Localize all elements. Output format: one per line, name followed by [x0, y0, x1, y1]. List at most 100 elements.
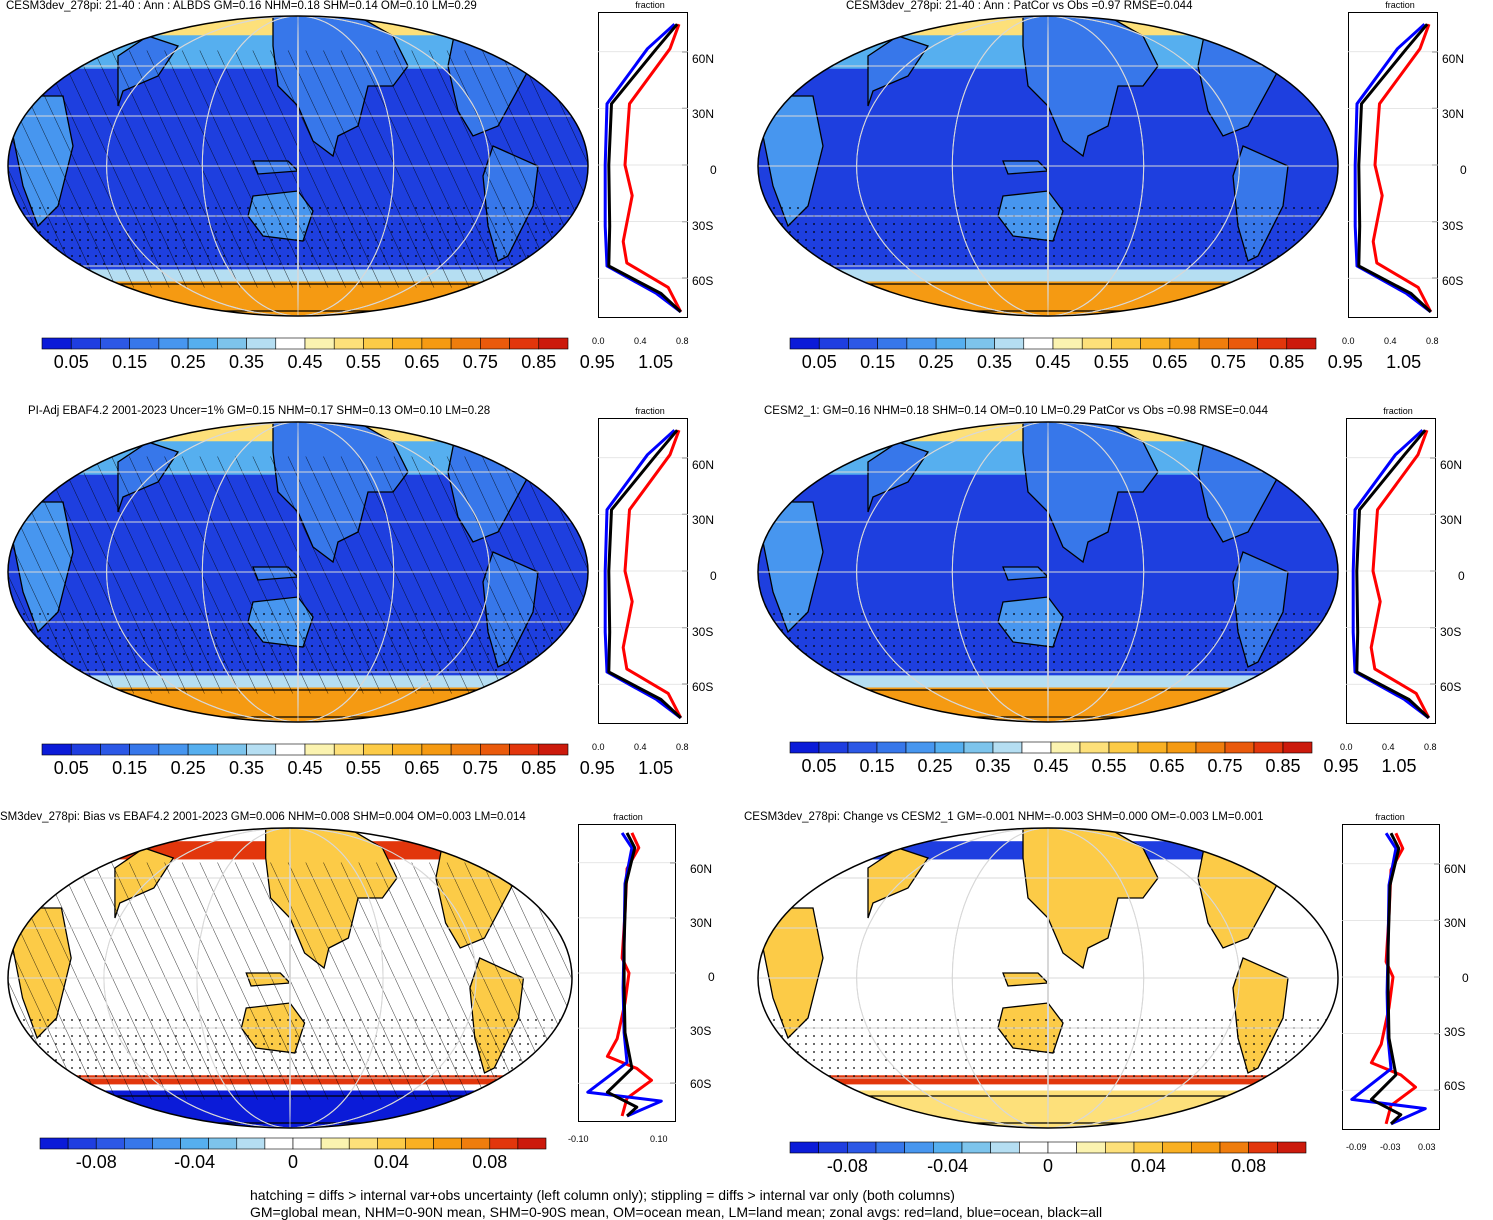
x-tick: 0.8: [1426, 336, 1439, 346]
colorbar-swatch: [129, 337, 160, 350]
zonal-line-ocean: [1353, 23, 1432, 314]
zonal-line-land: [621, 23, 683, 313]
lat-label-30n: 30N: [692, 107, 715, 121]
zonal-axis-title: fraction: [613, 812, 643, 822]
colorbar-label: 1.05: [1386, 352, 1422, 372]
colorbar-swatch: [450, 337, 481, 350]
x-tick: 0.0: [1340, 742, 1353, 752]
x-tick: 0.4: [634, 742, 647, 752]
colorbar-label: 0.75: [462, 758, 498, 778]
colorbar-swatch: [320, 1137, 350, 1150]
colorbar-swatch: [789, 1141, 819, 1154]
colorbar-swatch: [363, 337, 393, 350]
colorbar-swatch: [1286, 337, 1317, 350]
map-outline: [757, 421, 1339, 723]
colorbar-swatch: [67, 1137, 97, 1150]
colorbar-swatch: [1198, 337, 1229, 350]
colorbar-swatch: [348, 1137, 378, 1150]
colorbar-swatch: [275, 337, 306, 350]
map-albedo-obs: [7, 421, 589, 723]
colorbar-swatch: [246, 743, 277, 756]
zonal-line-land: [1371, 23, 1433, 313]
zonal-line-all: [605, 832, 639, 1118]
colorbar-label: -0.08: [826, 1156, 868, 1176]
map-change-vs-cesm2: [757, 827, 1339, 1129]
colorbar-swatch: [1052, 337, 1083, 350]
lat-label-60s: 60S: [1440, 680, 1462, 694]
lat-label-30n: 30N: [690, 916, 713, 930]
colorbar-label: 0.75: [462, 352, 498, 372]
panel-title: CESM3dev_278pi: Change vs CESM2_1 GM=-0.…: [744, 811, 1264, 823]
colorbar-swatch: [1111, 337, 1141, 350]
longitude-line: [1047, 828, 1049, 1128]
colorbar-label: 0.75: [1210, 352, 1246, 372]
footnote-legend: GM=global mean, NHM=0-90N mean, SHM=0-90…: [250, 1204, 1103, 1220]
lat-label-30s: 30S: [1442, 219, 1464, 233]
colorbar-label: 0.85: [521, 352, 557, 372]
colorbar-swatch: [847, 741, 878, 754]
colorbar-swatch: [480, 337, 510, 350]
colorbar-label: 0.85: [1269, 352, 1305, 372]
zonal-line-all: [1357, 23, 1432, 313]
colorbar-swatch: [963, 741, 994, 754]
zonal-axis-title: fraction: [1385, 0, 1415, 10]
longitude-line: [106, 16, 490, 316]
x-tick: 0.10: [650, 1134, 668, 1144]
colorbar-swatch: [789, 337, 820, 350]
colorbar-swatch: [363, 743, 393, 756]
x-tick: 0.8: [676, 336, 689, 346]
footnote-hatching: hatching = diffs > internal var+obs unce…: [250, 1187, 955, 1203]
x-tick: -0.10: [568, 1134, 589, 1144]
colorbar-swatch: [509, 743, 540, 756]
colorbar-swatch: [480, 743, 510, 756]
colorbar-label: 1.05: [638, 352, 674, 372]
longitude-line: [951, 422, 1145, 722]
colorbar-label: 0.45: [1035, 352, 1071, 372]
colorbar-label: 0.05: [53, 352, 89, 372]
colorbar-swatch: [421, 337, 452, 350]
colorbar-swatch: [158, 743, 189, 756]
colorbar-swatch: [1023, 337, 1054, 350]
colorbar-swatch: [818, 337, 849, 350]
landmass-greenland: [532, 16, 574, 42]
colorbar-swatch: [818, 741, 849, 754]
landmass-greenland: [1282, 422, 1324, 448]
zonal-line-all: [1355, 429, 1430, 719]
longitude-line: [103, 828, 477, 1128]
colorbar-label: 0.65: [404, 352, 440, 372]
colorbar-swatch: [538, 743, 569, 756]
colorbar-label: 0.08: [472, 1152, 508, 1172]
x-tick: 0.0: [1342, 336, 1355, 346]
x-tick: 0.4: [634, 336, 647, 346]
lat-label-30s: 30S: [692, 219, 714, 233]
colorbar-label: 0.08: [1231, 1156, 1267, 1176]
colorbar: [789, 337, 1317, 350]
colorbar-swatch: [1019, 1141, 1049, 1154]
zonal-line-all: [607, 429, 682, 719]
colorbar-swatch: [517, 1137, 547, 1150]
colorbar-label: 0.25: [170, 758, 206, 778]
lat-label-eq: 0: [1460, 163, 1467, 177]
zonal-line-ocean: [1351, 429, 1430, 720]
colorbar-swatch: [180, 1137, 209, 1150]
colorbar-swatch: [1224, 741, 1255, 754]
x-tick: 0.0: [592, 742, 605, 752]
colorbar-swatch: [848, 337, 878, 350]
landmass-greenland: [1282, 16, 1324, 42]
landmass-greenland: [1282, 828, 1324, 854]
longitude-line: [297, 422, 299, 722]
colorbar-swatch: [1133, 1141, 1163, 1154]
colorbar-swatch: [934, 741, 965, 754]
colorbar-label: -0.04: [174, 1152, 216, 1172]
colorbar-label: 0.15: [112, 758, 148, 778]
colorbar-swatch: [158, 337, 189, 350]
zonal-axis-title: fraction: [1383, 406, 1413, 416]
lat-label-30n: 30N: [1444, 916, 1467, 930]
colorbar-label: 0.05: [801, 756, 837, 776]
zonal-mean-plot: [1348, 12, 1438, 318]
colorbar-swatch: [965, 337, 995, 350]
map-outline: [7, 421, 589, 723]
colorbar-swatch: [905, 741, 936, 754]
colorbar-swatch: [392, 337, 423, 350]
zonal-line-ocean: [603, 23, 682, 314]
